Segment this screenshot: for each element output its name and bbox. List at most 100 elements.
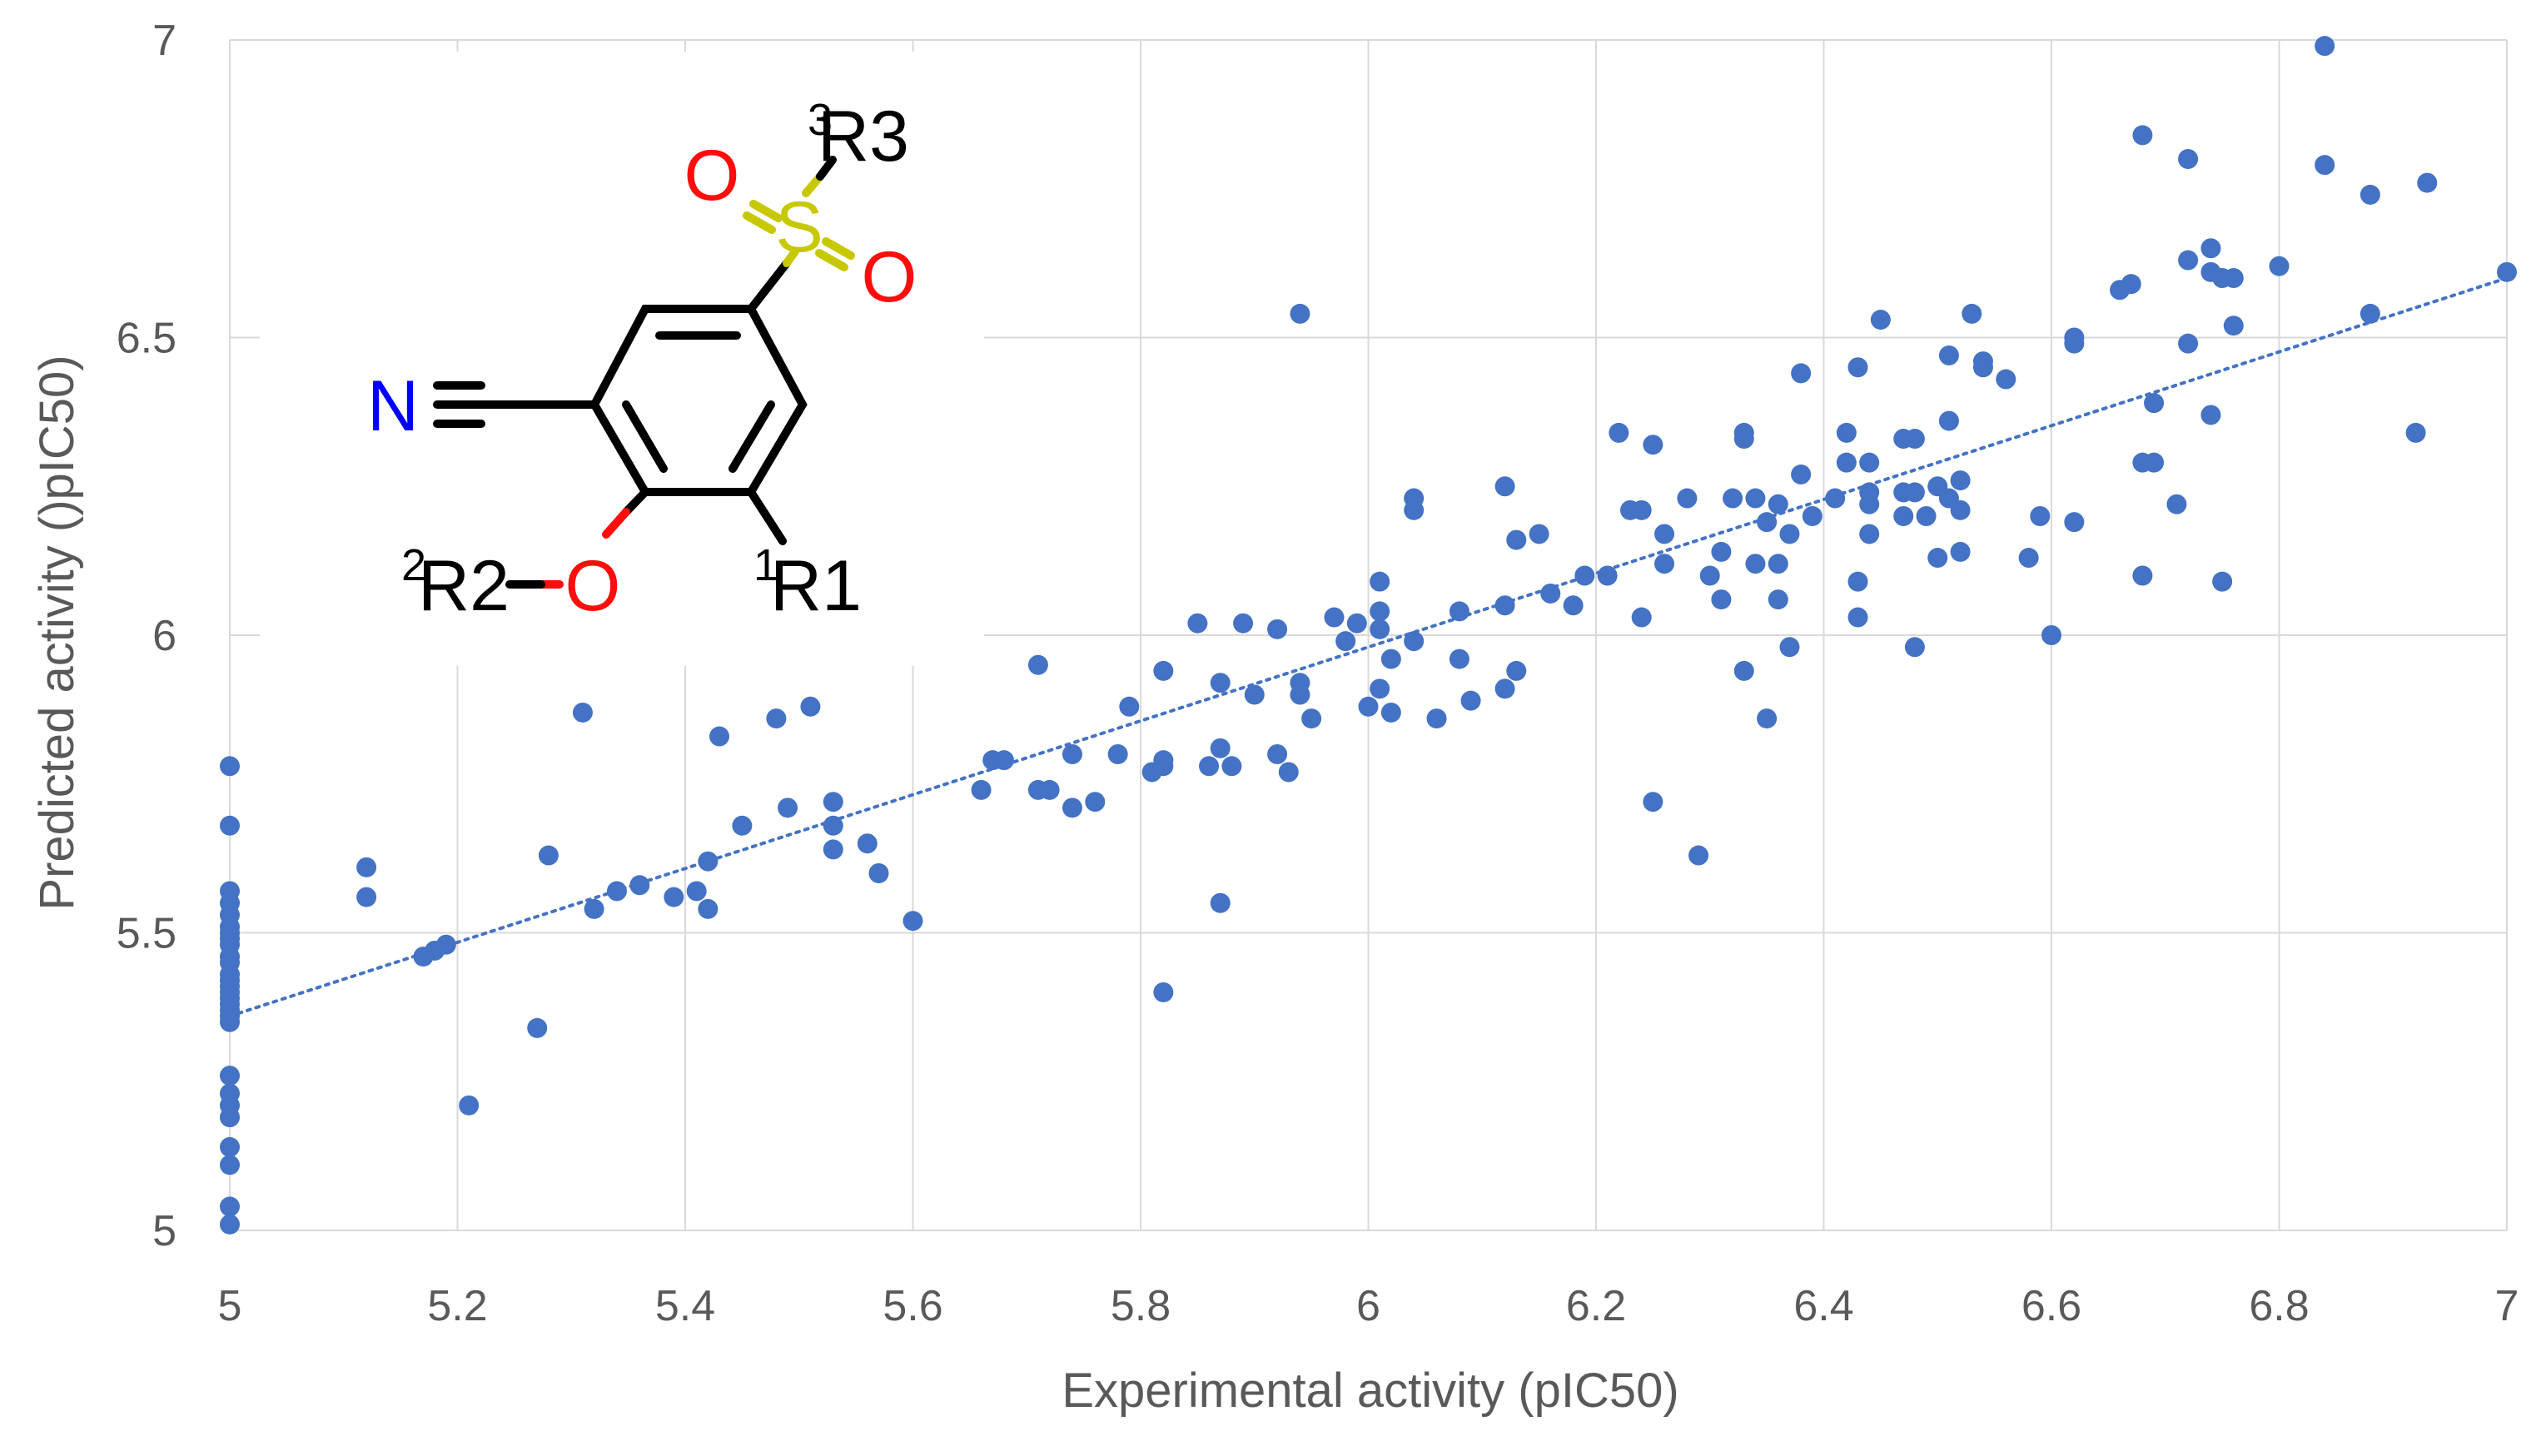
data-point [1290,303,1310,324]
data-point [1768,494,1788,514]
data-point [971,779,992,800]
data-point [1062,744,1082,764]
data-point [1085,792,1106,812]
data-point [1210,738,1231,758]
data-point [1938,410,1959,431]
data-point [629,875,650,896]
data-point [1358,696,1379,717]
data-point [1119,696,1140,717]
data-point [527,1017,548,1038]
data-point [220,1011,240,1032]
data-point [1574,565,1595,586]
bond-s-o-top-a [749,200,783,222]
data-point [1449,648,1469,669]
data-point [220,1066,240,1086]
data-point [1677,488,1698,509]
data-point [1563,595,1584,616]
data-point [2359,303,2380,324]
r1-superscript: 1 [753,540,778,590]
data-points [220,36,2517,1235]
data-point [1506,529,1527,550]
data-point [459,1095,480,1116]
data-point [1301,708,1322,729]
data-point [1859,494,1880,514]
data-point [1449,601,1469,622]
data-point [2018,548,2039,569]
data-point [1757,708,1778,729]
x-tick-label: 7 [2495,1282,2519,1330]
data-point [1107,744,1128,764]
bond-s-o-top-b [743,211,776,234]
data-point [2030,506,2051,526]
data-point [2223,316,2244,336]
data-point [2144,452,2165,473]
ring-double-bond-left [622,400,668,473]
data-point [1733,429,1754,450]
data-point [1210,673,1231,693]
data-point [868,863,889,883]
x-tick-label: 6.4 [1793,1282,1853,1330]
data-point [1802,506,1822,526]
data-point [1972,357,1993,378]
data-point [1962,303,1982,324]
data-point [1768,554,1788,574]
data-point [1187,613,1208,634]
y-tick-label: 6.5 [117,315,177,363]
data-point [1267,619,1288,639]
data-point [1062,798,1082,818]
data-point [1153,660,1174,681]
data-point [1631,607,1652,628]
data-point [1904,637,1925,658]
data-point [1529,524,1549,544]
data-point [1370,571,1390,592]
data-point [1233,613,1254,634]
r3-superscript: 3 [808,95,833,145]
data-point [1631,499,1652,520]
x-tick-label: 5.2 [427,1282,487,1330]
data-point [220,1155,240,1175]
bond-sulfur-ring [783,247,799,267]
data-point [1791,464,1812,485]
data-point [356,887,377,907]
data-point [2405,422,2426,443]
data-point [823,839,843,860]
data-point [1699,565,1720,586]
data-point [823,792,843,812]
data-point [2166,494,2187,514]
x-tick-label: 5.6 [883,1282,942,1330]
data-point [2200,238,2221,259]
data-point [2121,274,2141,295]
data-point [1494,678,1515,699]
data-point [1950,470,1971,491]
data-point [2223,268,2244,288]
data-point [2200,405,2221,425]
data-point [220,1107,240,1128]
data-point [1643,792,1663,812]
atom-oxygen-top: O [684,136,740,216]
data-point [1380,648,1401,669]
data-point [1654,524,1675,544]
data-point [538,845,559,866]
data-point [220,815,240,836]
y-axis-title: Predicted activity ()pIC50) [30,355,84,910]
x-axis-title: Experimental activity (pIC50) [1062,1364,1678,1418]
data-point [1847,357,1868,378]
data-point [2178,250,2199,271]
data-point [698,898,719,919]
data-point [1768,589,1788,610]
data-point [1346,613,1367,634]
data-point [1904,429,1925,450]
data-point [2064,333,2085,354]
data-point [606,881,627,902]
data-point [1609,422,1629,443]
data-point [2315,36,2335,57]
data-point [572,702,593,723]
x-tick-label: 5.8 [1111,1282,1171,1330]
bond-sulfur-r3-black [816,156,837,181]
data-point [356,857,377,877]
data-point [1267,744,1288,764]
data-point [1404,499,1425,520]
data-point [1506,660,1527,681]
data-point [1733,660,1754,681]
data-point [1859,524,1880,544]
